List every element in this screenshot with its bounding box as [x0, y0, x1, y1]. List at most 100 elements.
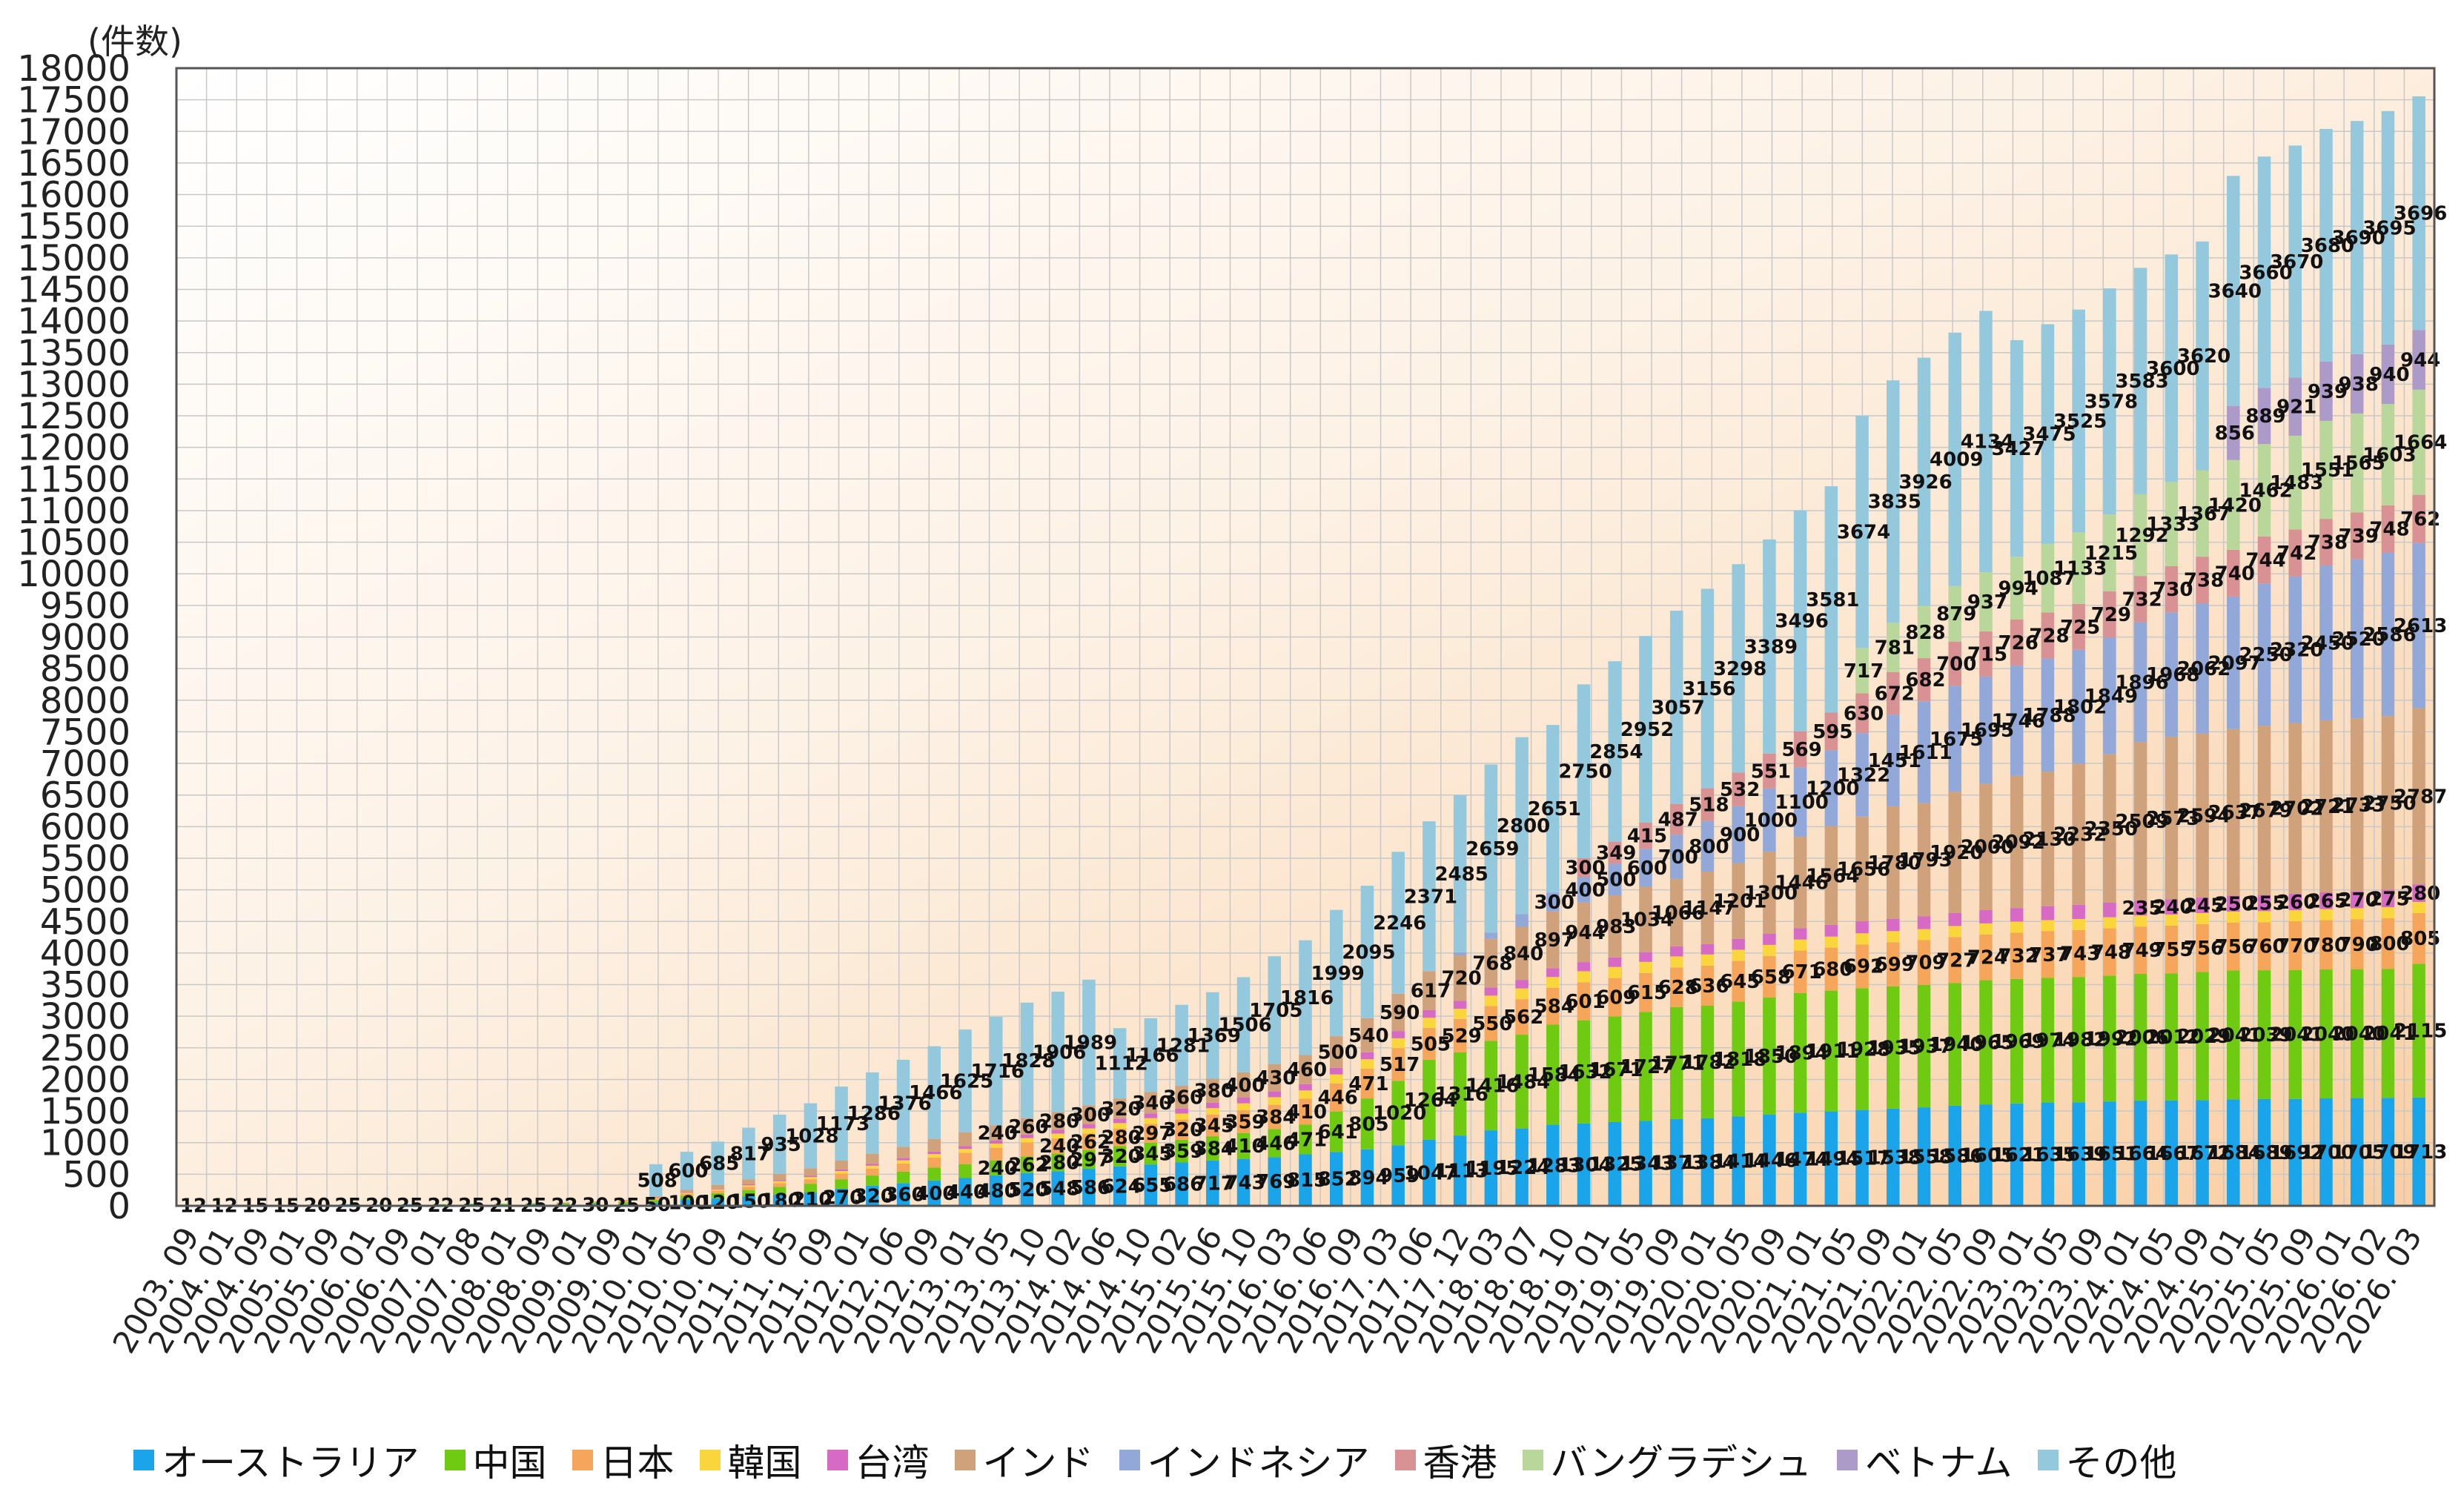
- bar-segment: [1268, 956, 1282, 1064]
- data-label: 1780: [1868, 852, 1921, 875]
- bar-segment: [2165, 925, 2179, 974]
- data-label: 727: [1936, 949, 1976, 972]
- legend-swatch: [572, 1450, 593, 1470]
- bar-segment: [680, 1199, 694, 1206]
- bar-segment: [1206, 1078, 1219, 1103]
- bar-segment: [2257, 583, 2271, 726]
- bar-segment: [1423, 1027, 1436, 1060]
- legend-item: その他: [2037, 1433, 2177, 1487]
- bar-segment: [711, 1198, 724, 1206]
- data-label: 1066: [1652, 902, 1705, 924]
- bar-segment: [2196, 1100, 2209, 1206]
- data-label: 815: [1287, 1170, 1327, 1192]
- bar-segment: [1546, 1124, 1560, 1206]
- data-label: 1896: [2115, 671, 2168, 694]
- data-label: 1793: [1898, 849, 1952, 872]
- data-label: 1113: [1434, 1161, 1488, 1183]
- bar-segment: [2381, 716, 2395, 890]
- data-label: 300: [1565, 858, 1605, 880]
- bar-segment: [2257, 922, 2271, 971]
- data-label: 320: [1163, 1119, 1203, 1141]
- legend-item: 台湾: [827, 1433, 930, 1487]
- y-tick-label: 1500: [40, 1091, 130, 1132]
- bar-segment: [2227, 596, 2240, 729]
- data-label: 692: [1844, 956, 1884, 978]
- bar-segment: [2227, 549, 2240, 597]
- data-label: 400: [1565, 880, 1605, 902]
- data-label: 548: [1039, 1178, 1079, 1201]
- bar-segment: [772, 1187, 786, 1195]
- bar-segment: [649, 1198, 663, 1199]
- bar-segment: [1453, 1009, 1467, 1019]
- bar-segment: [1299, 1090, 1312, 1099]
- data-label: 743: [1225, 1172, 1265, 1194]
- bar-segment: [1020, 1172, 1034, 1206]
- bar-segment: [989, 1144, 1003, 1148]
- data-label: 359: [1163, 1141, 1203, 1163]
- bar-segment: [2227, 970, 2240, 1100]
- data-label: 1727: [1620, 1056, 1674, 1078]
- bar-segment: [1608, 895, 1622, 958]
- data-label: 1989: [1064, 1032, 1117, 1055]
- data-label: 2485: [1434, 863, 1488, 886]
- data-label: 1605: [1961, 1145, 2014, 1167]
- data-label: 2320: [2270, 640, 2323, 662]
- bar-segment: [1020, 1138, 1034, 1143]
- bar-segment: [587, 1201, 601, 1203]
- bar-segment: [2288, 920, 2302, 970]
- bar-segment: [1948, 912, 1962, 926]
- bar-segment: [1577, 902, 1591, 963]
- bar-segment: [1391, 993, 1405, 1032]
- y-tick-label: 10000: [17, 554, 130, 595]
- bar-segment: [1206, 1114, 1219, 1137]
- data-label: 1325: [1589, 1154, 1643, 1176]
- data-label: 609: [1596, 987, 1636, 1009]
- bar-segment: [742, 1179, 755, 1185]
- bar-segment: [1669, 1118, 1683, 1206]
- data-label: 740: [2215, 563, 2255, 585]
- data-label: 1466: [909, 1082, 962, 1104]
- bar-segment: [1391, 1048, 1405, 1081]
- data-label: 1906: [1033, 1041, 1086, 1064]
- bar-segment: [958, 1178, 972, 1206]
- data-label: 2637: [2208, 802, 2262, 824]
- data-label: 994: [1998, 578, 2039, 600]
- bar-segment: [1236, 977, 1251, 1072]
- data-label: 3496: [1775, 611, 1828, 633]
- data-label: 1689: [2239, 1142, 2292, 1164]
- legend-label: その他: [2065, 1442, 2177, 1485]
- data-label: 1911: [1806, 1041, 1859, 1063]
- legend-item: インドネシア: [1119, 1433, 1370, 1487]
- bar-segment: [1824, 936, 1838, 948]
- bar-segment: [649, 1196, 663, 1198]
- bar-segment: [2227, 1099, 2240, 1206]
- y-tick-label: 13500: [17, 333, 130, 374]
- data-label: 3475: [2022, 424, 2076, 446]
- data-label: 1651: [2084, 1144, 2138, 1166]
- data-label: 1462: [2239, 480, 2292, 502]
- bar-segment: [927, 1167, 941, 1181]
- data-label: 790: [2339, 934, 2379, 956]
- data-label: 508: [637, 1170, 678, 1192]
- data-label: 756: [2215, 936, 2255, 958]
- data-label: 800: [2369, 933, 2409, 955]
- data-label: 2721: [2301, 796, 2354, 818]
- bar-segment: [804, 1179, 818, 1184]
- bar-segment: [772, 1183, 786, 1187]
- legend-swatch: [1837, 1450, 1858, 1470]
- data-label: 1968: [2146, 664, 2199, 686]
- data-label: 1166: [1125, 1045, 1179, 1067]
- bar-segment: [1732, 806, 1745, 863]
- bar-segment: [2319, 361, 2333, 421]
- data-label: 1700: [2301, 1142, 2354, 1164]
- bar-segment: [1391, 1038, 1405, 1049]
- axes: 0500100015002000250030003500400045005000…: [17, 48, 2436, 1359]
- bar-segment: [1175, 1108, 1188, 1114]
- bar-segment: [927, 1138, 941, 1152]
- bar-segment: [1113, 1123, 1127, 1129]
- bar-segment: [927, 1157, 941, 1168]
- bar-segment: [2257, 388, 2271, 445]
- bar-segment: [1979, 909, 1993, 923]
- y-tick-label: 18000: [17, 48, 130, 90]
- bar-segment: [2227, 922, 2240, 971]
